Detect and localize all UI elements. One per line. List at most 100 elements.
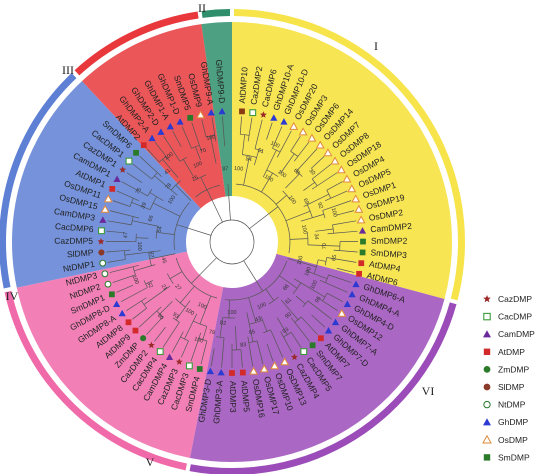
bootstrap-value: 69 (302, 198, 310, 206)
circle-open-icon (101, 270, 109, 278)
square-green-icon (360, 238, 366, 245)
square-red-icon (358, 260, 365, 267)
bootstrap-value: 100 (197, 302, 208, 311)
bootstrap-value: 39 (140, 202, 148, 210)
leaf-label: SmDMP3 (370, 247, 407, 260)
leaf-label: AtDMP10 (237, 66, 250, 103)
tri-open-icon (347, 184, 357, 193)
bootstrap-value: 65 (331, 254, 338, 261)
bootstrap-value: 66 (282, 283, 291, 292)
bootstrap-value: 100 (269, 140, 280, 149)
circle-open-icon (104, 280, 112, 288)
tri-open-icon (249, 366, 259, 375)
tri-blue-icon (118, 309, 126, 317)
tri-blue-icon (113, 300, 121, 307)
bootstrap-value: 100 (310, 280, 320, 291)
tri-open-icon (342, 174, 352, 183)
tri-blue-icon (270, 114, 278, 121)
tri-open-icon (100, 204, 110, 213)
bootstrap-value: 55 (248, 329, 255, 336)
bootstrap-value: 90 (284, 312, 293, 320)
legend-label: GhDMP (498, 417, 529, 427)
square-green-icon (196, 366, 203, 372)
bootstrap-value: 66 (148, 215, 155, 223)
square-red-icon (317, 335, 324, 342)
bootstrap-value: 70 (199, 148, 207, 156)
square-open-icon (185, 362, 193, 370)
bootstrap-value: 100 (184, 307, 195, 317)
bootstrap-value: 41 (163, 168, 172, 177)
bootstrap-value: 100 (193, 161, 204, 170)
bootstrap-value: 83 (240, 342, 247, 349)
tri-purple-icon (358, 227, 367, 234)
leaf-label: AtDMP5 (239, 380, 252, 413)
square-green-icon (309, 342, 316, 349)
tri-blue-icon (176, 118, 184, 125)
square-red-icon (483, 348, 491, 355)
tri-blue-icon (217, 368, 225, 376)
legend-label: NtDMP (498, 400, 526, 410)
square-green-icon (187, 114, 194, 121)
leaf-label: GhDMP9-D (214, 59, 227, 104)
tri-purple-icon (99, 216, 107, 223)
bootstrap-value: 100 (263, 174, 274, 184)
tri-open-icon (307, 133, 317, 142)
legend-label: AtDMP (498, 347, 525, 357)
star-icon (119, 166, 127, 173)
bootstrap-value: 100 (131, 274, 140, 285)
tri-blue-icon (218, 107, 226, 115)
tri-blue-icon (352, 280, 360, 288)
bootstrap-value: 100 (300, 224, 307, 234)
square-green-icon (109, 291, 115, 298)
bootstrap-value: 100 (193, 336, 204, 345)
square-red-icon (140, 142, 147, 149)
bootstrap-value: 47 (123, 232, 129, 238)
star-icon (291, 353, 298, 361)
leaf-label: CamDMP2 (370, 221, 413, 235)
tree-branches (105, 116, 359, 368)
square-open-icon (300, 348, 308, 356)
square-open-icon (249, 109, 257, 117)
square-open-icon (125, 157, 133, 165)
tri-open-icon (298, 127, 308, 136)
legend-label: SmDMP (498, 452, 530, 462)
bootstrap-value: 78 (164, 182, 173, 191)
square-green-icon (483, 454, 491, 461)
bootstrap-value: 60 (156, 313, 165, 322)
square-red-icon (239, 369, 246, 376)
clade-ring-iv (0, 72, 77, 289)
clade-sector-iv (11, 81, 201, 288)
clade-label-ii: II (198, 1, 206, 15)
leaf-label: SlDMP (67, 247, 94, 259)
star-icon (259, 111, 267, 118)
square-red-icon (109, 186, 116, 192)
clade-label-iii: III (62, 63, 74, 77)
square-red-icon (132, 327, 139, 334)
bootstrap-value: 100 (136, 241, 142, 250)
bootstrap-value: 93 (171, 312, 180, 320)
tri-open-icon (259, 364, 269, 373)
circle-green-icon (140, 335, 147, 342)
square-open-icon (483, 312, 491, 321)
tri-blue-icon (343, 300, 351, 307)
bootstrap-value: 95 (314, 296, 322, 304)
bootstrap-value: 27 (173, 283, 182, 292)
tri-open-icon (323, 148, 333, 157)
tri-blue-icon (166, 122, 174, 130)
tri-open-icon (482, 434, 492, 444)
tri-blue-icon (324, 326, 333, 334)
circle-open-icon (99, 259, 107, 267)
bootstrap-value: 100 (287, 195, 297, 206)
tri-open-icon (196, 110, 206, 119)
tri-blue-icon (207, 109, 215, 116)
tri-open-icon (280, 357, 290, 366)
clade-label-i: I (374, 39, 378, 53)
bootstrap-value: 93 (282, 327, 290, 335)
star-icon (147, 341, 155, 349)
circle-open-icon (483, 400, 491, 409)
legend-label: OsDMP (498, 435, 528, 445)
circle-brown-icon (98, 249, 105, 256)
leaf-label: GhDMP3-A (211, 380, 225, 424)
bootstrap-value: 100 (167, 195, 177, 206)
